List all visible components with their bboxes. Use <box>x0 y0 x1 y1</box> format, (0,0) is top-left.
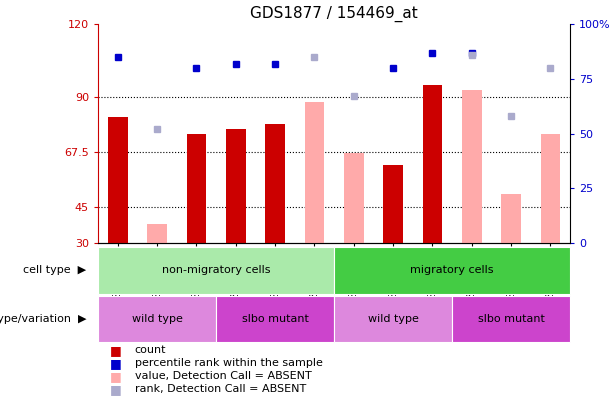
Text: rank, Detection Call = ABSENT: rank, Detection Call = ABSENT <box>135 384 306 394</box>
Text: ■: ■ <box>110 344 122 357</box>
Bar <box>305 102 324 243</box>
Bar <box>383 165 403 243</box>
Bar <box>422 85 442 243</box>
Bar <box>98 247 334 294</box>
Bar <box>344 153 364 243</box>
Text: migratory cells: migratory cells <box>410 265 494 275</box>
Text: ■: ■ <box>110 370 122 383</box>
Text: slbo mutant: slbo mutant <box>242 314 308 324</box>
Bar <box>186 134 206 243</box>
Text: genotype/variation  ▶: genotype/variation ▶ <box>0 314 86 324</box>
Text: wild type: wild type <box>368 314 419 324</box>
Text: percentile rank within the sample: percentile rank within the sample <box>135 358 322 368</box>
Bar <box>541 134 560 243</box>
Bar <box>334 296 452 342</box>
Title: GDS1877 / 154469_at: GDS1877 / 154469_at <box>250 5 418 21</box>
Text: non-migratory cells: non-migratory cells <box>162 265 270 275</box>
Bar <box>334 247 570 294</box>
Text: ■: ■ <box>110 383 122 396</box>
Bar <box>216 296 334 342</box>
Text: ■: ■ <box>110 357 122 370</box>
Text: slbo mutant: slbo mutant <box>478 314 544 324</box>
Bar <box>265 124 285 243</box>
Text: value, Detection Call = ABSENT: value, Detection Call = ABSENT <box>135 371 311 381</box>
Bar <box>226 129 246 243</box>
Bar <box>108 117 128 243</box>
Bar <box>452 296 570 342</box>
Bar <box>147 224 167 243</box>
Bar <box>501 194 521 243</box>
Text: cell type  ▶: cell type ▶ <box>23 265 86 275</box>
Bar <box>462 90 482 243</box>
Text: count: count <box>135 345 166 355</box>
Bar <box>98 296 216 342</box>
Text: wild type: wild type <box>132 314 183 324</box>
